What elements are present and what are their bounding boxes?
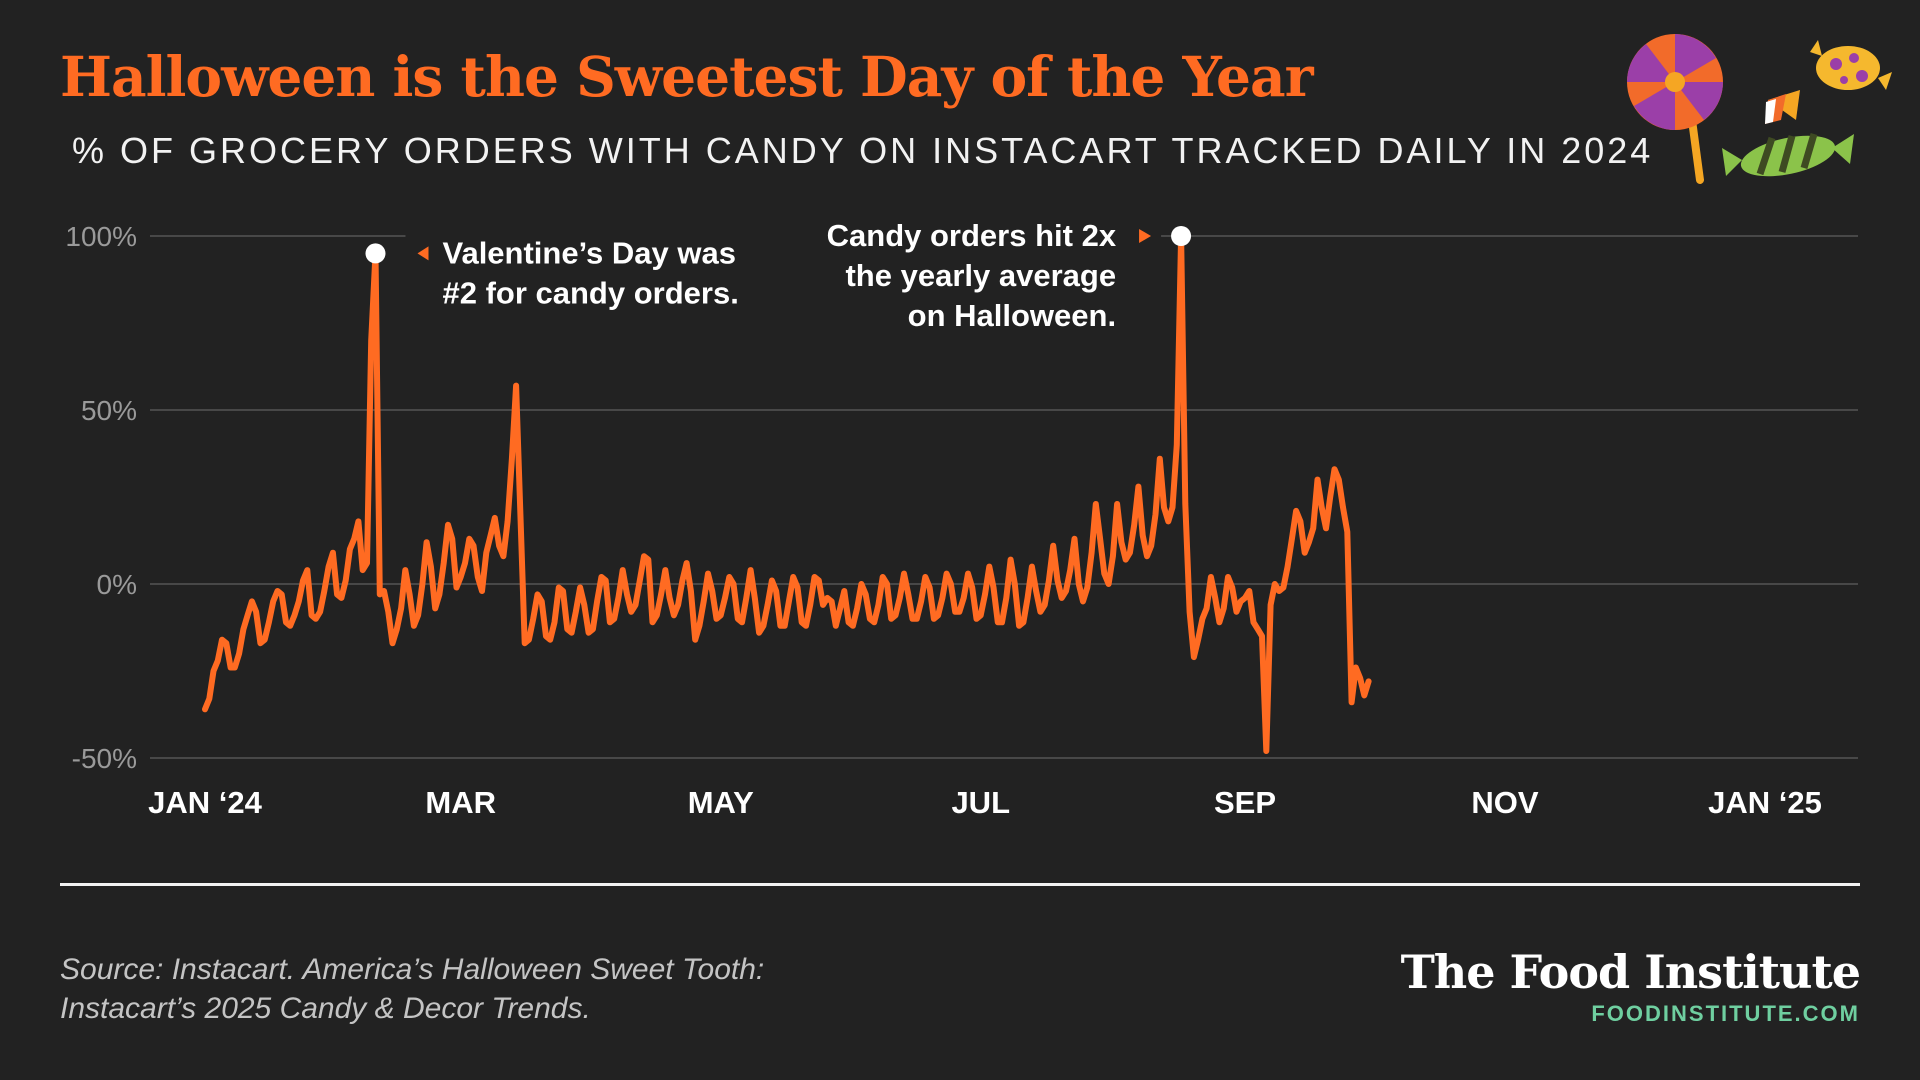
chart-title: Halloween is the Sweetest Day of the Yea…	[60, 44, 1314, 109]
annotation-marker	[1171, 226, 1192, 246]
wrapped-candy-icon	[1722, 133, 1854, 177]
annotation-text: Candy orders hit 2x	[827, 218, 1117, 253]
x-tick-label: JAN ‘24	[148, 785, 262, 820]
line-chart: 100% 50% 0% -50% JAN ‘24 MAR MAY JUL SEP NOV JAN …	[65, 218, 1858, 820]
polka-dot-candy-icon	[1810, 40, 1892, 90]
annotation-text: the yearly average	[845, 258, 1116, 293]
chart-subtitle: % OF GROCERY ORDERS WITH CANDY ON INSTAC…	[72, 130, 1654, 171]
brand-block: The Food Institute FOODINSTITUTE.COM	[1400, 945, 1861, 1027]
lollipop-icon	[1627, 34, 1723, 184]
brand-url[interactable]: FOODINSTITUTE.COM	[1591, 1001, 1860, 1026]
x-tick-label: MAR	[425, 785, 496, 820]
candy-decoration	[1600, 20, 1900, 200]
x-tick-label: JUL	[951, 785, 1010, 820]
annotation-text: #2 for candy orders.	[442, 275, 738, 310]
x-tick-label: NOV	[1471, 785, 1539, 820]
y-tick-label: -50%	[72, 743, 137, 774]
y-tick-label: 50%	[81, 395, 137, 426]
source-line-1: Source: Instacart. America’s Halloween S…	[60, 953, 765, 986]
x-tick-label: MAY	[688, 785, 754, 820]
y-tick-label: 0%	[97, 569, 137, 600]
x-tick-label: JAN ‘25	[1708, 785, 1822, 820]
candy-corn-icon	[1765, 90, 1800, 124]
source-line-2: Instacart’s 2025 Candy & Decor Trends.	[60, 992, 591, 1025]
annotation-marker	[365, 243, 386, 264]
brand-name: The Food Institute	[1400, 945, 1861, 999]
annotation-text: on Halloween.	[908, 298, 1116, 333]
x-tick-label: SEP	[1214, 785, 1276, 820]
annotation-arrow	[417, 246, 429, 261]
annotation-arrow	[1139, 229, 1152, 243]
source-note: Source: Instacart. America’s Halloween S…	[60, 950, 764, 1028]
y-tick-label: 100%	[65, 221, 137, 252]
footer-divider	[60, 883, 1860, 886]
annotation-text: Valentine’s Day was	[442, 235, 736, 270]
candy-orders-line	[202, 233, 1372, 754]
